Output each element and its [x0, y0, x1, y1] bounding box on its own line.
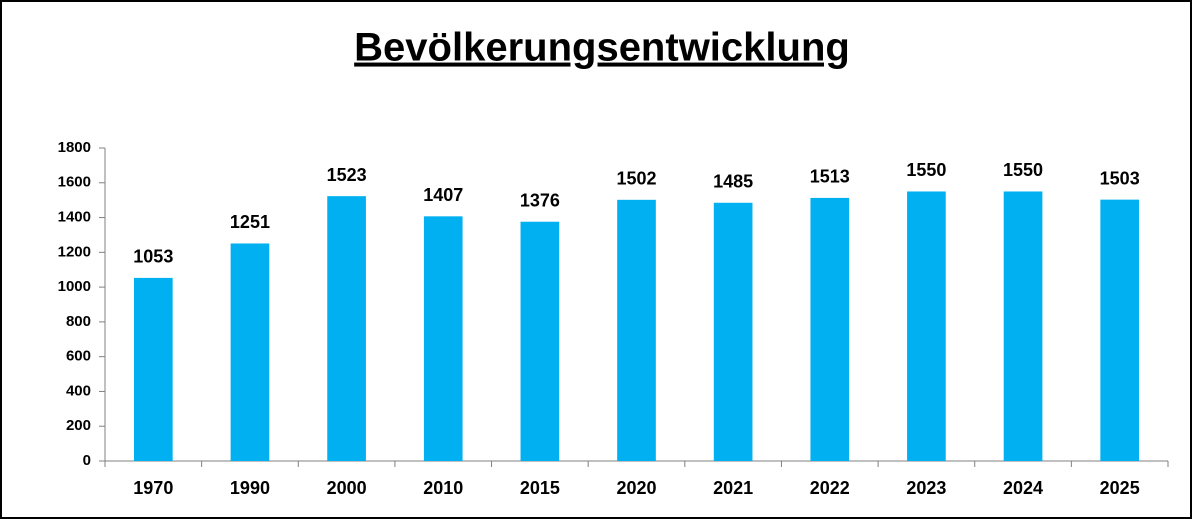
- x-tick-label: 2024: [1003, 478, 1043, 498]
- bar: [907, 191, 946, 461]
- x-tick-label: 2021: [713, 478, 753, 498]
- x-tick-label: 1990: [230, 478, 270, 498]
- x-tick-label: 2023: [906, 478, 946, 498]
- y-tick-label: 0: [83, 452, 91, 469]
- x-tick-label: 2022: [810, 478, 850, 498]
- x-tick-label: 2020: [616, 478, 656, 498]
- bar: [230, 243, 270, 461]
- y-tick-label: 1800: [58, 139, 91, 156]
- data-label: 1502: [616, 169, 656, 189]
- bar: [713, 202, 753, 461]
- x-tick-label: 1970: [133, 478, 173, 498]
- bar: [133, 277, 173, 461]
- x-tick-label: 2025: [1100, 478, 1140, 498]
- bar: [810, 197, 850, 461]
- bar: [617, 199, 656, 461]
- bar: [1003, 191, 1043, 461]
- bar: [327, 196, 366, 461]
- y-tick-label: 600: [66, 348, 91, 365]
- y-tick-label: 1400: [58, 209, 91, 226]
- data-label: 1376: [520, 190, 560, 210]
- bar: [423, 216, 463, 461]
- data-label: 1550: [1003, 160, 1043, 180]
- data-label: 1550: [906, 160, 946, 180]
- data-label: 1053: [133, 247, 173, 267]
- data-label: 1503: [1100, 168, 1140, 188]
- data-label: 1251: [230, 212, 270, 232]
- y-tick-label: 1000: [58, 278, 91, 295]
- x-tick-label: 2000: [327, 478, 367, 498]
- data-label: 1485: [713, 172, 753, 192]
- y-tick-label: 400: [66, 382, 91, 399]
- bar: [520, 221, 560, 461]
- y-tick-label: 200: [66, 417, 91, 434]
- x-tick-label: 2015: [520, 478, 560, 498]
- data-label: 1513: [810, 167, 850, 187]
- bar: [1100, 199, 1140, 461]
- data-label: 1523: [327, 165, 367, 185]
- chart-title: Bevölkerungsentwicklung: [354, 26, 850, 70]
- y-tick-label: 1200: [58, 243, 91, 260]
- y-tick-label: 1600: [58, 174, 91, 191]
- x-tick-label: 2010: [423, 478, 463, 498]
- data-label: 1407: [423, 185, 463, 205]
- y-tick-label: 800: [66, 313, 91, 330]
